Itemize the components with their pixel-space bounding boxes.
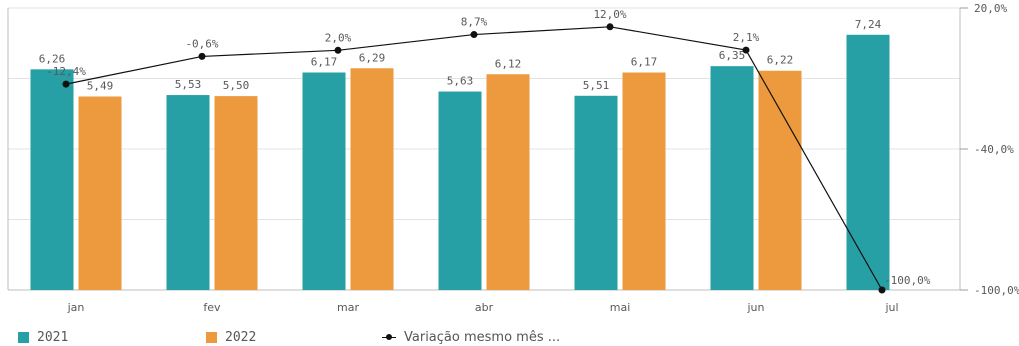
x-tick-label-mar: mar [337, 301, 359, 314]
bar-2021-jul [846, 34, 890, 290]
bar-label-2021-mai: 5,51 [583, 79, 610, 92]
variation-point-mar [334, 46, 342, 54]
bar-label-2022-jun: 6,22 [767, 54, 794, 67]
bar-label-2022-jan: 5,49 [87, 79, 114, 92]
right-tick-label-2: -100,0% [974, 284, 1019, 297]
bar-2022-mar [350, 68, 394, 290]
bar-label-2021-jun: 6,35 [719, 49, 746, 62]
bar-label-2022-fev: 5,50 [223, 79, 250, 92]
bar-label-2021-mar: 6,17 [311, 56, 338, 69]
bar-label-2022-abr: 6,12 [495, 57, 522, 70]
gridlines [7, 7, 961, 291]
variation-point-mai [606, 23, 614, 31]
x-tick-label-jan: jan [67, 301, 85, 314]
x-tick-label-jun: jun [747, 301, 765, 314]
variation-label-fev: -0,6% [185, 37, 218, 50]
variation-label-mar: 2,0% [325, 31, 352, 44]
x-tick-label-jul: jul [884, 301, 898, 314]
bar-2022-fev [214, 96, 258, 290]
variation-label-jan: -12,4% [46, 65, 86, 78]
x-tick-label-fev: fev [203, 301, 221, 314]
right-tick-label-0: 20,0% [974, 2, 1007, 15]
legend-swatch-2022 [206, 332, 217, 343]
variation-point-jan [62, 80, 70, 88]
x-tick-label-abr: abr [475, 301, 494, 314]
bar-label-2022-mai: 6,17 [631, 56, 658, 69]
x-axis-labels: jan fev mar abr mai jun jul [67, 301, 899, 314]
combo-chart: 6,26 5,53 6,17 5,63 5,51 6,35 7,24 5,49 5,50 6,29… [7, 2, 1019, 314]
bar-2021-mar [302, 72, 346, 290]
variation-label-abr: 8,7% [461, 16, 488, 29]
legend-line-icon [382, 332, 396, 343]
bar-2022-abr [486, 74, 530, 291]
variation-point-fev [198, 52, 206, 60]
bar-labels-group: 6,26 5,53 6,17 5,63 5,51 6,35 7,24 5,49 5,50 6,29… [39, 18, 882, 93]
right-tick-label-1: -40,0% [974, 143, 1014, 156]
variation-line-group: -12,4% -0,6% 2,0% 8,7% 12,0% 2,1% -100,0% [46, 8, 931, 294]
bar-label-2022-mar: 6,29 [359, 51, 386, 64]
legend-label-2022: 2022 [225, 330, 257, 345]
bar-label-2021-jul: 7,24 [855, 18, 882, 31]
legend-item-variation[interactable]: Variação mesmo mês ... [382, 330, 560, 345]
bar-2021-abr [438, 91, 482, 290]
variation-point-jul [878, 286, 886, 294]
bars-group [30, 34, 890, 291]
legend: 2021 2022 Variação mesmo mês ... [0, 328, 1019, 346]
x-tick-label-mai: mai [610, 301, 631, 314]
variation-label-jun: 2,1% [733, 31, 760, 44]
bar-2021-fev [166, 95, 210, 290]
legend-label-variation: Variação mesmo mês ... [404, 330, 561, 345]
bar-2021-mai [574, 95, 618, 291]
legend-item-2021[interactable]: 2021 [18, 330, 68, 345]
variation-point-jun [742, 46, 750, 54]
right-axis-ticks: 20,0% -40,0% -100,0% [960, 2, 1019, 297]
variation-label-jul: -100,0% [884, 274, 931, 287]
bar-2022-jan [78, 96, 122, 290]
legend-swatch-2021 [18, 332, 29, 343]
bar-label-2021-jan: 6,26 [39, 52, 66, 65]
bar-2021-jan [30, 69, 74, 291]
legend-item-2022[interactable]: 2022 [206, 330, 256, 345]
bar-2022-mai [622, 72, 666, 290]
bar-2021-jun [710, 66, 754, 290]
legend-label-2021: 2021 [37, 330, 69, 345]
bar-label-2021-fev: 5,53 [175, 78, 202, 91]
variation-point-abr [470, 31, 478, 39]
bar-2022-jun [758, 70, 802, 291]
variation-label-mai: 12,0% [593, 8, 626, 21]
bar-label-2021-abr: 5,63 [447, 75, 474, 88]
